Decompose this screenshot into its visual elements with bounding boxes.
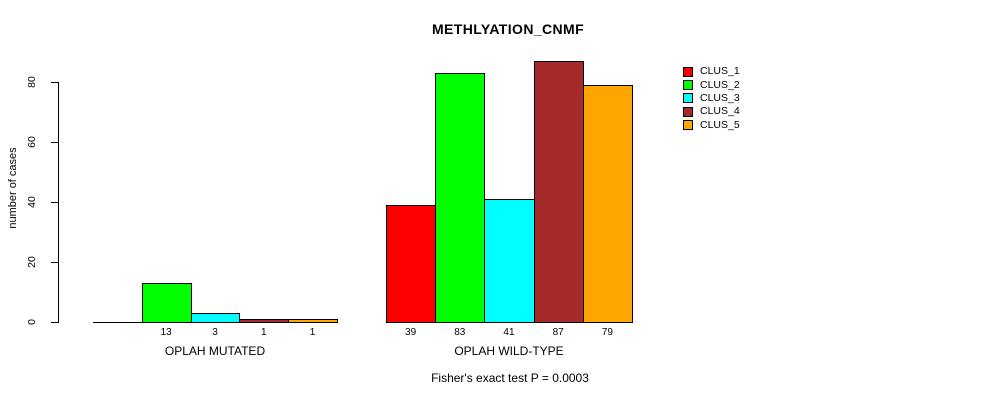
legend: CLUS_1 CLUS_2 CLUS_3 CLUS_4 CLUS_5 <box>683 65 740 131</box>
bar-clus-4-oplah-wild-type <box>533 61 584 323</box>
bar-value-label: 39 <box>405 327 417 338</box>
bar-clus-4-oplah-mutated <box>239 319 290 323</box>
y-tick <box>51 322 59 323</box>
legend-item-clus-5: CLUS_5 <box>683 118 740 131</box>
legend-item-clus-4: CLUS_4 <box>683 105 740 118</box>
bar-value-label: 83 <box>454 327 466 338</box>
bar-value-label: 3 <box>212 327 218 338</box>
footer-annotation: Fisher's exact test P = 0.0003 <box>431 371 589 385</box>
bar-clus-1-oplah-wild-type <box>386 205 437 323</box>
legend-label: CLUS_5 <box>700 118 740 131</box>
bar-clus-3-oplah-wild-type <box>484 199 535 323</box>
bar-clus-2-oplah-wild-type <box>435 73 486 323</box>
bar-clus-5-oplah-mutated <box>288 319 338 323</box>
legend-swatch-clus-1 <box>683 66 693 77</box>
bar-value-label: 41 <box>503 327 515 338</box>
bar-value-label: 13 <box>160 327 172 338</box>
legend-label: CLUS_1 <box>700 65 740 78</box>
bar-clus-2-oplah-mutated <box>141 283 192 323</box>
legend-item-clus-2: CLUS_2 <box>683 78 740 91</box>
y-tick-label: 60 <box>26 136 38 148</box>
chart-title: METHLYATION_CNMF <box>431 21 585 37</box>
bar-value-label: 79 <box>601 327 613 338</box>
bar-value-label: 1 <box>309 327 316 338</box>
y-tick-label: 40 <box>26 196 38 208</box>
legend-label: CLUS_2 <box>700 78 740 91</box>
legend-label: CLUS_3 <box>700 91 740 104</box>
bar-value-label: 1 <box>261 327 267 338</box>
x-axis-label-oplah-mutated: OPLAH MUTATED <box>164 344 266 358</box>
x-axis-label-oplah-wild-type: OPLAH WILD-TYPE <box>454 344 564 358</box>
y-tick-label: 80 <box>26 76 38 88</box>
y-tick <box>51 262 59 263</box>
y-tick <box>51 202 59 203</box>
y-axis-label: number of cases <box>7 147 19 229</box>
legend-swatch-clus-3 <box>683 93 693 104</box>
legend-label: CLUS_4 <box>700 105 740 118</box>
y-tick-label: 0 <box>26 319 38 325</box>
legend-swatch-clus-2 <box>683 79 693 90</box>
y-tick <box>51 142 59 143</box>
bar-clus-1-oplah-mutated <box>93 322 143 323</box>
legend-item-clus-1: CLUS_1 <box>683 65 740 78</box>
legend-item-clus-3: CLUS_3 <box>683 92 740 105</box>
bar-value-label: 87 <box>552 327 564 338</box>
bar-clus-5-oplah-wild-type <box>582 85 633 323</box>
y-tick-label: 20 <box>26 256 38 268</box>
bar-clus-3-oplah-mutated <box>190 313 241 323</box>
legend-swatch-clus-4 <box>683 106 693 117</box>
legend-swatch-clus-5 <box>683 119 693 130</box>
y-tick <box>51 82 59 83</box>
